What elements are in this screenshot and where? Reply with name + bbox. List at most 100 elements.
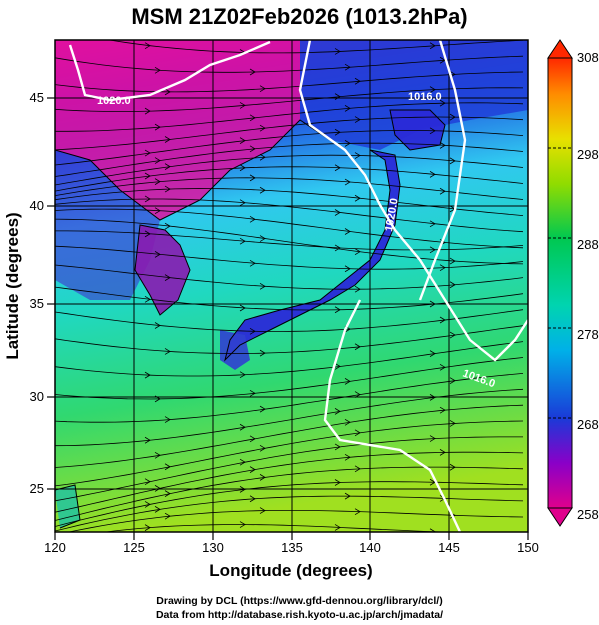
streamline-arrow: [239, 137, 246, 144]
streamline: [55, 230, 524, 251]
colorbar-tick-label: 298: [577, 147, 599, 162]
streamline: [55, 388, 524, 447]
streamline-arrow: [164, 274, 171, 281]
streamline-arrow: [334, 479, 341, 486]
x-tick-label: 130: [202, 540, 224, 555]
streamline-arrow: [154, 157, 161, 164]
colorbar-tick-label: 288: [577, 237, 599, 252]
colorbar-tick-label: 268: [577, 417, 599, 432]
y-tick-label: 30: [30, 389, 44, 404]
isobar-label: 1016.0: [408, 91, 442, 103]
x-tick-label: 125: [123, 540, 145, 555]
streamline-arrow: [449, 463, 456, 471]
streamline-arrow: [249, 145, 256, 153]
y-tick-label: 35: [30, 296, 44, 311]
x-axis-label: Longitude (degrees): [209, 561, 372, 580]
colorbar-bottom-arrow: [547, 507, 573, 527]
streamline-arrow: [334, 93, 341, 100]
y-tick-label: 40: [30, 198, 44, 213]
streamline: [55, 264, 524, 290]
streamline-arrow: [429, 171, 436, 178]
streamline-arrow: [354, 285, 361, 293]
streamline-arrow: [164, 136, 171, 143]
streamline-arrow: [164, 185, 171, 193]
streamline-arrow: [354, 343, 361, 351]
streamline-arrow: [164, 163, 171, 170]
streamline-arrow: [239, 304, 246, 312]
streamline-arrow: [354, 194, 361, 202]
streamline-arrow: [344, 418, 351, 426]
streamline-arrow: [334, 443, 341, 451]
streamline-arrow: [449, 377, 456, 385]
y-tick-labels: 25 30 35 40 45: [30, 90, 44, 496]
streamline-arrow: [259, 444, 266, 452]
axis-ticks: [47, 97, 529, 540]
streamline-arrow: [154, 251, 161, 258]
streamline: [55, 166, 524, 192]
streamline-arrow: [449, 157, 456, 165]
streamline: [106, 40, 524, 54]
streamline-arrow: [144, 149, 151, 157]
streamline-arrow: [164, 88, 171, 96]
colorbar-tick-label: 308: [577, 50, 599, 65]
streamline-arrow: [164, 416, 171, 423]
streamline-arrow: [354, 248, 361, 256]
x-tick-label: 145: [438, 540, 460, 555]
streamline-arrow: [334, 209, 341, 216]
y-tick-label: 25: [30, 481, 44, 496]
streamline-arrow: [429, 220, 436, 228]
streamline-arrow: [239, 521, 246, 528]
streamline-arrow: [259, 235, 266, 242]
streamline-arrow: [249, 174, 256, 182]
streamline: [55, 71, 524, 93]
streamline-arrow: [439, 449, 446, 456]
streamline: [55, 436, 523, 502]
streamline-arrow: [239, 199, 246, 207]
x-tick-label: 140: [359, 540, 381, 555]
graticule: [55, 40, 528, 532]
streamline-arrow: [154, 123, 161, 131]
streamline-arrow: [449, 420, 456, 427]
streamline-arrow: [439, 264, 446, 272]
streamline-arrow: [164, 512, 171, 520]
streamline-arrow: [429, 86, 436, 93]
isobar-label: 1020.0: [383, 197, 401, 232]
streamline-arrow: [144, 478, 151, 486]
streamline-arrow: [354, 429, 361, 437]
streamline-arrow: [334, 408, 341, 415]
x-tick-label: 120: [44, 540, 66, 555]
streamline-arrow: [259, 474, 266, 481]
streamline-arrow: [429, 350, 436, 357]
streamline-arrow: [344, 378, 351, 385]
streamline-arrow: [164, 490, 171, 497]
streamline-arrow: [439, 142, 446, 149]
map-title: MSM 21Z02Feb2026 (1013.2hPa): [131, 4, 468, 29]
streamline-arrow: [249, 215, 256, 223]
streamline-arrow: [429, 127, 436, 135]
streamline-arrow: [164, 222, 171, 230]
streamline-arrow: [249, 259, 256, 267]
streamline: [102, 524, 456, 532]
streamline-arrow: [144, 524, 151, 531]
isobar-label: 1020.0: [97, 95, 131, 107]
streamline: [55, 466, 524, 521]
streamline-arrow: [144, 107, 151, 115]
streamline-arrow: [334, 164, 341, 172]
streamline-arrow: [144, 295, 151, 303]
streamline-arrow: [154, 207, 161, 215]
streamline-arrow: [144, 42, 151, 50]
streamline-arrow: [354, 465, 361, 473]
streamline-arrow: [344, 265, 351, 273]
streamline: [55, 130, 524, 166]
streamline-arrow: [164, 463, 171, 471]
streamline-arrow: [259, 405, 266, 413]
streamline-arrow: [144, 436, 151, 444]
y-axis-label: Latitude (degrees): [3, 212, 22, 359]
streamline: [55, 198, 524, 233]
streamline-arrow: [439, 406, 446, 414]
streamline-arrow: [344, 63, 351, 71]
streamline-arrow: [334, 363, 341, 370]
streamline-arrow: [334, 524, 341, 531]
streamline-arrow: [259, 186, 266, 194]
